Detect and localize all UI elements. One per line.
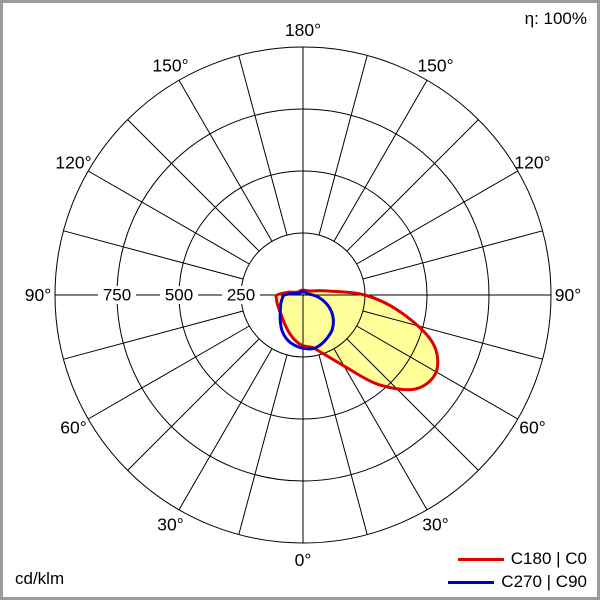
angle-label: 30° (157, 515, 183, 535)
radial-tick-label: 750 (103, 286, 131, 305)
legend-item-c270-c90: C270 | C90 (448, 572, 587, 592)
polar-grid (54, 46, 552, 544)
efficiency-label: η: 100% (524, 9, 587, 28)
legend-label-c180-c0: C180 | C0 (510, 549, 587, 568)
c270-c90-curve (278, 290, 335, 351)
angle-label: 150° (417, 56, 453, 76)
angle-label: 90° (25, 285, 51, 305)
angle-label: 0° (295, 550, 312, 570)
unit-label: cd/klm (15, 569, 65, 588)
angle-label: 150° (152, 56, 188, 76)
intensity-curves (274, 288, 440, 392)
legend-item-c180-c0: C180 | C0 (457, 549, 587, 569)
radial-tick-label: 250 (227, 286, 255, 305)
angle-label: 120° (55, 153, 91, 173)
angle-label: 60° (519, 418, 545, 438)
polar-chart: 250 500 750 0° 30° 30° 60° 60° 90° 90° 120° 120° 150… (3, 3, 597, 597)
angle-label: 180° (285, 20, 321, 40)
legend: C180 | C0 C270 | C90 (448, 549, 587, 592)
radial-tick-labels: 250 500 750 (98, 286, 260, 305)
radial-tick-label: 500 (165, 286, 193, 305)
polar-chart-svg: 250 500 750 0° 30° 30° 60° 60° 90° 90° 120° 120° 150… (25, 20, 581, 570)
legend-line-blue (448, 580, 495, 584)
legend-line-red (457, 557, 504, 561)
angle-label: 120° (514, 153, 550, 173)
angle-label: 90° (555, 285, 581, 305)
beam-fill (276, 290, 438, 390)
angle-label: 60° (60, 418, 86, 438)
legend-label-c270-c90: C270 | C90 (501, 572, 587, 591)
angle-labels: 0° 30° 30° 60° 60° 90° 90° 120° 120° 150° 150° 180° (25, 20, 581, 570)
angle-label: 30° (422, 515, 448, 535)
